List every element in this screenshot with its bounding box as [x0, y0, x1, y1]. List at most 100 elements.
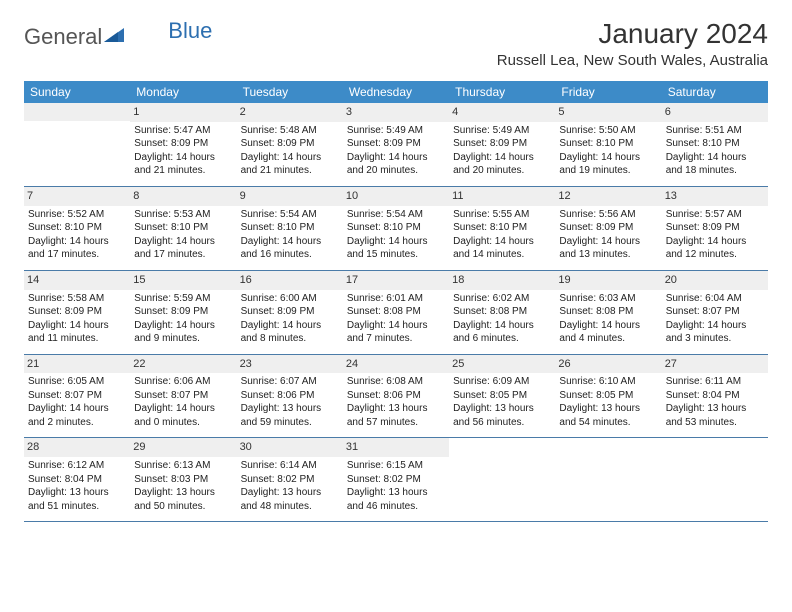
day-info: Sunrise: 6:04 AMSunset: 8:07 PMDaylight:… [666, 292, 764, 346]
calendar-cell: 15 Sunrise: 5:59 AMSunset: 8:09 PMDayligh… [130, 270, 236, 354]
calendar-cell [662, 438, 768, 522]
day-info: Sunrise: 5:51 AMSunset: 8:10 PMDaylight:… [666, 124, 764, 178]
day-info: Sunrise: 6:10 AMSunset: 8:05 PMDaylight:… [559, 375, 657, 429]
calendar-cell: 19 Sunrise: 6:03 AMSunset: 8:08 PMDayligh… [555, 270, 661, 354]
day-number: 30 [237, 438, 343, 457]
day-info: Sunrise: 5:49 AMSunset: 8:09 PMDaylight:… [453, 124, 551, 178]
day-info: Sunrise: 5:52 AMSunset: 8:10 PMDaylight:… [28, 208, 126, 262]
day-info: Sunrise: 5:50 AMSunset: 8:10 PMDaylight:… [559, 124, 657, 178]
calendar-cell: 17Sunrise: 6:01 AMSunset: 8:08 PMDayligh… [343, 270, 449, 354]
calendar-cell: 27Sunrise: 6:11 AMSunset: 8:04 PMDayligh… [662, 354, 768, 438]
day-info: Sunrise: 5:54 AMSunset: 8:10 PMDaylight:… [347, 208, 445, 262]
day-info: Sunrise: 6:11 AMSunset: 8:04 PMDaylight:… [666, 375, 764, 429]
calendar-cell: 7 Sunrise: 5:52 AMSunset: 8:10 PMDaylight… [24, 186, 130, 270]
day-info: Sunrise: 5:49 AMSunset: 8:09 PMDaylight:… [347, 124, 445, 178]
day-number: 22 [130, 355, 236, 374]
calendar-cell: 11Sunrise: 5:55 AMSunset: 8:10 PMDayligh… [449, 186, 555, 270]
day-number: 4 [449, 103, 555, 122]
day-number: 18 [449, 271, 555, 290]
calendar-cell: 6 Sunrise: 5:51 AMSunset: 8:10 PMDaylight… [662, 103, 768, 186]
weekday-header: Thursday [449, 81, 555, 103]
day-number: 2 [237, 103, 343, 122]
day-number: 31 [343, 438, 449, 457]
weekday-header: Saturday [662, 81, 768, 103]
page-title: January 2024 [497, 18, 768, 50]
day-number: 21 [24, 355, 130, 374]
calendar-cell [449, 438, 555, 522]
day-number: 20 [662, 271, 768, 290]
weekday-header: Sunday [24, 81, 130, 103]
calendar-cell: 18 Sunrise: 6:02 AMSunset: 8:08 PMDayligh… [449, 270, 555, 354]
day-number: 13 [662, 187, 768, 206]
day-number: 29 [130, 438, 236, 457]
day-number: 12 [555, 187, 661, 206]
calendar-row: 28Sunrise: 6:12 AMSunset: 8:04 PMDayligh… [24, 438, 768, 522]
weekday-header: Friday [555, 81, 661, 103]
calendar-cell: 12 Sunrise: 5:56 AMSunset: 8:09 PMDayligh… [555, 186, 661, 270]
calendar-table: SundayMondayTuesdayWednesdayThursdayFrid… [24, 81, 768, 522]
calendar-cell: 5 Sunrise: 5:50 AMSunset: 8:10 PMDaylight… [555, 103, 661, 186]
calendar-cell: 10 Sunrise: 5:54 AMSunset: 8:10 PMDayligh… [343, 186, 449, 270]
calendar-cell: 31 Sunrise: 6:15 AMSunset: 8:02 PMDayligh… [343, 438, 449, 522]
calendar-cell: 25Sunrise: 6:09 AMSunset: 8:05 PMDayligh… [449, 354, 555, 438]
day-info: Sunrise: 6:15 AMSunset: 8:02 PMDaylight:… [347, 459, 445, 513]
calendar-cell [24, 103, 130, 186]
day-number: 23 [237, 355, 343, 374]
calendar-cell: 8 Sunrise: 5:53 AMSunset: 8:10 PMDaylight… [130, 186, 236, 270]
calendar-body: 1 Sunrise: 5:47 AMSunset: 8:09 PMDaylight… [24, 103, 768, 522]
calendar-row: 1 Sunrise: 5:47 AMSunset: 8:09 PMDaylight… [24, 103, 768, 186]
day-info: Sunrise: 5:53 AMSunset: 8:10 PMDaylight:… [134, 208, 232, 262]
day-number: 11 [449, 187, 555, 206]
calendar-row: 21Sunrise: 6:05 AMSunset: 8:07 PMDayligh… [24, 354, 768, 438]
day-info: Sunrise: 6:07 AMSunset: 8:06 PMDaylight:… [241, 375, 339, 429]
day-number: 8 [130, 187, 236, 206]
calendar-row: 14Sunrise: 5:58 AMSunset: 8:09 PMDayligh… [24, 270, 768, 354]
day-info: Sunrise: 6:09 AMSunset: 8:05 PMDaylight:… [453, 375, 551, 429]
day-number: 26 [555, 355, 661, 374]
day-info: Sunrise: 6:13 AMSunset: 8:03 PMDaylight:… [134, 459, 232, 513]
day-info: Sunrise: 6:12 AMSunset: 8:04 PMDaylight:… [28, 459, 126, 513]
day-number: 19 [555, 271, 661, 290]
calendar-cell: 23Sunrise: 6:07 AMSunset: 8:06 PMDayligh… [237, 354, 343, 438]
logo-word2: Blue [168, 18, 212, 44]
calendar-cell: 1 Sunrise: 5:47 AMSunset: 8:09 PMDaylight… [130, 103, 236, 186]
calendar-header-row: SundayMondayTuesdayWednesdayThursdayFrid… [24, 81, 768, 103]
day-info: Sunrise: 5:54 AMSunset: 8:10 PMDaylight:… [241, 208, 339, 262]
day-number: 7 [24, 187, 130, 206]
day-number: 1 [130, 103, 236, 122]
calendar-cell: 13 Sunrise: 5:57 AMSunset: 8:09 PMDayligh… [662, 186, 768, 270]
day-number: 10 [343, 187, 449, 206]
day-number: 15 [130, 271, 236, 290]
calendar-cell: 9Sunrise: 5:54 AMSunset: 8:10 PMDaylight… [237, 186, 343, 270]
day-info: Sunrise: 6:02 AMSunset: 8:08 PMDaylight:… [453, 292, 551, 346]
weekday-header: Monday [130, 81, 236, 103]
day-info: Sunrise: 6:08 AMSunset: 8:06 PMDaylight:… [347, 375, 445, 429]
day-number: 16 [237, 271, 343, 290]
calendar-cell: 20 Sunrise: 6:04 AMSunset: 8:07 PMDayligh… [662, 270, 768, 354]
calendar-cell: 4 Sunrise: 5:49 AMSunset: 8:09 PMDaylight… [449, 103, 555, 186]
day-number: 27 [662, 355, 768, 374]
day-info: Sunrise: 6:14 AMSunset: 8:02 PMDaylight:… [241, 459, 339, 513]
calendar-cell [555, 438, 661, 522]
day-info: Sunrise: 6:01 AMSunset: 8:08 PMDaylight:… [347, 292, 445, 346]
logo-word1: General [24, 24, 102, 50]
day-info: Sunrise: 5:57 AMSunset: 8:09 PMDaylight:… [666, 208, 764, 262]
calendar-cell: 24Sunrise: 6:08 AMSunset: 8:06 PMDayligh… [343, 354, 449, 438]
empty-day-header [24, 103, 130, 121]
header: General Blue January 2024 Russell Lea, N… [24, 18, 768, 69]
day-info: Sunrise: 6:06 AMSunset: 8:07 PMDaylight:… [134, 375, 232, 429]
day-number: 6 [662, 103, 768, 122]
day-number: 24 [343, 355, 449, 374]
calendar-cell: 22Sunrise: 6:06 AMSunset: 8:07 PMDayligh… [130, 354, 236, 438]
calendar-cell: 21Sunrise: 6:05 AMSunset: 8:07 PMDayligh… [24, 354, 130, 438]
day-info: Sunrise: 5:56 AMSunset: 8:09 PMDaylight:… [559, 208, 657, 262]
day-number: 3 [343, 103, 449, 122]
day-info: Sunrise: 6:03 AMSunset: 8:08 PMDaylight:… [559, 292, 657, 346]
calendar-cell: 26Sunrise: 6:10 AMSunset: 8:05 PMDayligh… [555, 354, 661, 438]
calendar-cell: 16Sunrise: 6:00 AMSunset: 8:09 PMDayligh… [237, 270, 343, 354]
day-info: Sunrise: 5:59 AMSunset: 8:09 PMDaylight:… [134, 292, 232, 346]
weekday-header: Tuesday [237, 81, 343, 103]
day-number: 5 [555, 103, 661, 122]
day-info: Sunrise: 5:47 AMSunset: 8:09 PMDaylight:… [134, 124, 232, 178]
calendar-row: 7 Sunrise: 5:52 AMSunset: 8:10 PMDaylight… [24, 186, 768, 270]
